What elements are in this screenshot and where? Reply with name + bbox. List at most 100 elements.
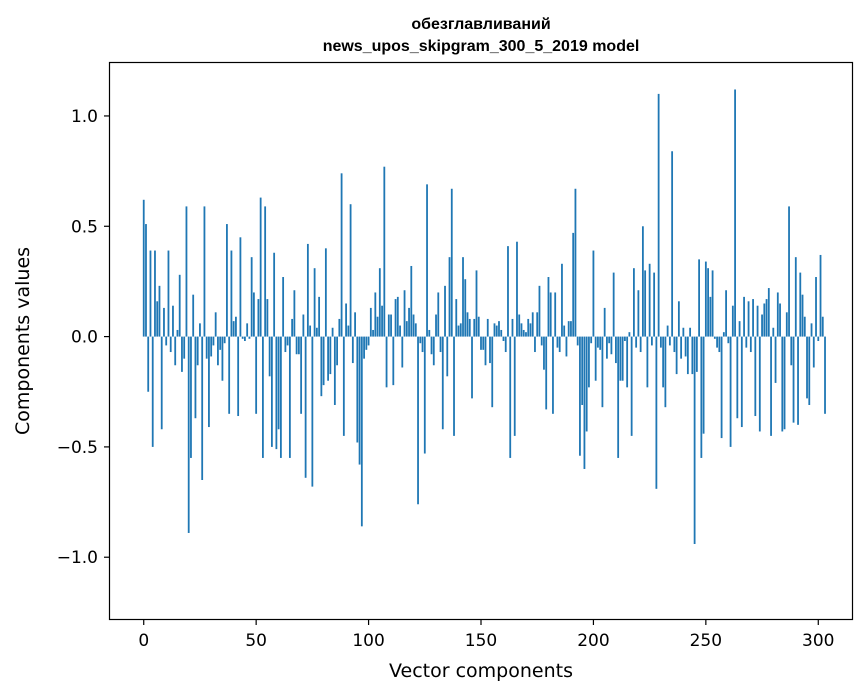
bar-component-84 [331,327,334,337]
bar-component-287 [788,206,790,337]
x-tick-label: 0 [138,631,149,651]
bar-component-236 [673,336,676,353]
bar-component-91 [347,325,350,337]
bar-component-112 [394,299,397,337]
bar-component-67 [293,290,296,337]
bar-component-243 [689,327,692,337]
bar-component-82 [327,336,329,381]
bar-component-49 [253,292,255,337]
bar-component-26 [201,336,204,480]
bar-component-27 [203,206,206,337]
bar-component-0 [142,199,145,337]
bar-component-57 [270,336,273,447]
bar-component-87 [338,318,341,337]
bar-component-104 [376,316,379,337]
bar-component-281 [774,336,777,383]
bar-component-19 [185,206,188,337]
bar-component-261 [729,336,732,447]
bar-component-212 [619,336,622,381]
bar-component-103 [374,292,377,337]
bar-component-1 [145,224,147,337]
bar-component-211 [617,336,620,458]
bar-component-125 [423,336,426,454]
bar-component-298 [812,336,815,368]
bar-component-190 [570,321,572,337]
bar-component-263 [734,89,736,337]
bar-component-273 [756,305,759,337]
bar-component-282 [776,292,779,337]
y-tick-label: −1.0 [57,548,98,568]
bar-component-62 [282,277,285,337]
bar-component-226 [650,336,653,346]
bar-component-36 [223,336,226,344]
bar-component-255 [716,336,718,348]
bar-component-74 [309,325,312,337]
bar-component-64 [286,336,289,346]
bar-component-199 [590,336,593,344]
bar-component-200 [592,250,595,337]
bar-component-28 [205,336,208,359]
bar-component-280 [772,327,775,337]
bar-component-56 [268,336,271,377]
bar-component-120 [412,314,415,337]
bar-component-58 [273,252,276,337]
bar-component-95 [356,336,359,443]
chart-title: обезглавливаний [411,16,550,33]
bar-component-188 [565,336,568,357]
bar-component-83 [329,336,332,375]
bar-component-78 [318,296,321,337]
bar-component-300 [817,336,820,341]
bar-component-234 [668,336,671,346]
bar-component-118 [408,307,410,337]
bar-component-230 [659,336,662,348]
bar-component-297 [810,323,813,337]
bar-component-175 [536,312,539,337]
bar-component-131 [437,292,440,337]
bar-component-252 [709,296,712,337]
bar-component-198 [588,336,590,388]
x-axis: 0 50 100 150 200 250 300 [138,619,834,651]
bar-component-116 [403,290,406,337]
bar-component-79 [320,336,323,397]
bar-component-302 [821,316,824,337]
bar-component-165 [513,336,516,436]
bar-component-156 [493,323,496,337]
bar-component-192 [574,188,577,337]
bar-component-170 [525,332,527,337]
bar-component-186 [561,263,563,337]
bar-component-259 [725,290,727,337]
bar-component-169 [522,329,525,337]
bar-component-143 [464,279,467,337]
bar-component-73 [306,243,309,337]
bar-component-135 [446,336,449,377]
bar-component-110 [390,314,392,337]
bar-component-295 [806,336,808,399]
bar-component-107 [383,166,386,337]
bar-component-215 [626,336,629,388]
bar-component-197 [585,336,588,432]
bar-component-65 [288,336,291,458]
bar-component-46 [246,323,249,337]
bar-component-178 [543,336,545,370]
bar-component-202 [597,336,599,348]
bar-component-127 [428,329,431,337]
x-tick-label: 250 [690,631,722,651]
bar-component-155 [491,336,494,408]
bar-component-172 [529,323,532,337]
bar-component-218 [633,268,635,337]
bar-component-52 [259,197,262,337]
bar-component-147 [473,318,476,337]
bar-component-128 [430,336,433,355]
bar-component-217 [630,336,633,436]
bar-component-276 [763,303,766,337]
bar-component-174 [534,336,536,353]
bar-component-223 [644,270,647,337]
bar-component-32 [214,312,217,337]
bar-component-133 [441,336,444,430]
bar-component-106 [381,305,383,337]
bar-component-235 [671,151,674,337]
bar-component-193 [576,336,579,346]
bar-component-251 [707,268,709,337]
bar-component-260 [727,336,730,344]
bar-component-268 [745,336,748,348]
